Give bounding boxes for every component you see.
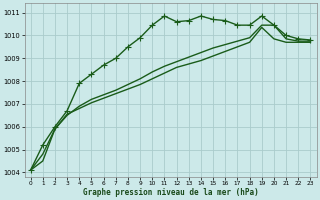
X-axis label: Graphe pression niveau de la mer (hPa): Graphe pression niveau de la mer (hPa)	[83, 188, 258, 197]
